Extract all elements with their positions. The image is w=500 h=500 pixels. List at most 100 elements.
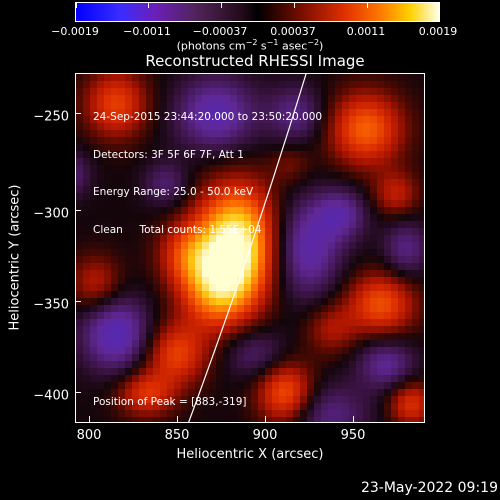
heatmap-cell xyxy=(356,151,364,159)
heatmap-cell xyxy=(195,137,203,145)
heatmap-cell xyxy=(90,354,98,362)
colorbar-label: 0.0019 xyxy=(418,25,458,38)
heatmap-cell xyxy=(216,242,224,250)
heatmap-cell xyxy=(153,186,161,194)
heatmap-cell xyxy=(293,263,301,271)
heatmap-cell xyxy=(328,312,336,320)
heatmap-cell xyxy=(139,221,147,229)
heatmap-cell xyxy=(209,179,217,187)
heatmap-cell xyxy=(160,123,168,131)
heatmap-cell xyxy=(244,249,252,257)
heatmap-cell xyxy=(258,193,266,201)
heatmap-cell xyxy=(167,291,175,299)
heatmap-cell xyxy=(216,382,224,390)
heatmap-cell xyxy=(139,242,147,250)
heatmap-cell xyxy=(174,102,182,110)
heatmap-cell xyxy=(377,88,385,96)
heatmap-cell xyxy=(398,193,406,201)
heatmap-cell xyxy=(314,235,322,243)
heatmap-cell xyxy=(223,284,231,292)
heatmap-cell xyxy=(202,319,210,327)
heatmap-cell xyxy=(83,256,91,264)
heatmap-cell xyxy=(132,123,140,131)
heatmap-cell xyxy=(307,116,315,124)
heatmap-cell xyxy=(314,354,322,362)
heatmap-cell xyxy=(307,235,315,243)
heatmap-cell xyxy=(300,382,308,390)
heatmap-cell xyxy=(104,298,112,306)
heatmap-cell xyxy=(202,207,210,215)
heatmap-cell xyxy=(153,312,161,320)
heatmap-cell xyxy=(76,256,84,264)
heatmap-cell xyxy=(230,165,238,173)
heatmap-cell xyxy=(398,116,406,124)
heatmap-cell xyxy=(258,200,266,208)
heatmap-cell xyxy=(391,102,399,110)
heatmap-cell xyxy=(118,102,126,110)
heatmap-cell xyxy=(153,347,161,355)
heatmap-cell xyxy=(125,312,133,320)
heatmap-cell xyxy=(279,417,287,422)
heatmap-cell xyxy=(307,368,315,376)
heatmap-cell xyxy=(244,340,252,348)
heatmap-cell xyxy=(244,284,252,292)
heatmap-cell xyxy=(307,151,315,159)
heatmap-cell xyxy=(307,221,315,229)
heatmap-cell xyxy=(118,270,126,278)
heatmap-cell xyxy=(146,88,154,96)
heatmap-cell xyxy=(335,389,343,397)
heatmap-cell xyxy=(307,375,315,383)
heatmap-cell xyxy=(167,144,175,152)
heatmap-cell xyxy=(111,207,119,215)
heatmap-cell xyxy=(349,291,357,299)
heatmap-cell xyxy=(307,347,315,355)
heatmap-cell xyxy=(328,354,336,362)
heatmap-cell xyxy=(272,326,280,334)
heatmap-cell xyxy=(384,144,392,152)
heatmap-cell xyxy=(314,193,322,201)
heatmap-cell xyxy=(272,102,280,110)
heatmap-cell xyxy=(363,109,371,117)
heatmap-cell xyxy=(237,137,245,145)
heatmap-cell xyxy=(419,179,424,187)
heatmap-cell xyxy=(76,242,84,250)
heatmap-cell xyxy=(181,277,189,285)
heatmap-cell xyxy=(167,179,175,187)
colorbar-label: −0.0019 xyxy=(51,25,99,38)
heatmap-cell xyxy=(293,179,301,187)
heatmap-cell xyxy=(209,81,217,89)
heatmap-cell xyxy=(321,151,329,159)
heatmap-cell xyxy=(125,389,133,397)
heatmap-cell xyxy=(111,123,119,131)
heatmap-cell xyxy=(384,270,392,278)
heatmap-cell xyxy=(328,368,336,376)
heatmap-cell xyxy=(307,389,315,397)
heatmap-cell xyxy=(412,74,420,82)
heatmap-cell xyxy=(272,81,280,89)
heatmap-cell xyxy=(230,333,238,341)
heatmap-cell xyxy=(125,256,133,264)
heatmap-cell xyxy=(188,382,196,390)
heatmap-cell xyxy=(293,347,301,355)
heatmap-cell xyxy=(398,95,406,103)
heatmap-cell xyxy=(195,130,203,138)
heatmap-cell xyxy=(335,326,343,334)
heatmap-cell xyxy=(174,375,182,383)
heatmap-cell xyxy=(125,130,133,138)
heatmap-cell xyxy=(328,249,336,257)
heatmap-cell xyxy=(195,347,203,355)
heatmap-cell xyxy=(244,200,252,208)
heatmap-cell xyxy=(167,116,175,124)
heatmap-cell xyxy=(335,354,343,362)
heatmap-cell xyxy=(111,368,119,376)
heatmap-cell xyxy=(314,417,322,422)
heatmap-cell xyxy=(118,361,126,369)
heatmap-cell xyxy=(279,382,287,390)
heatmap-cell xyxy=(160,326,168,334)
heatmap-cell xyxy=(398,382,406,390)
heatmap-cell xyxy=(97,102,105,110)
heatmap-cell xyxy=(391,144,399,152)
heatmap-cell xyxy=(146,95,154,103)
heatmap-cell xyxy=(202,221,210,229)
heatmap-cell xyxy=(195,193,203,201)
